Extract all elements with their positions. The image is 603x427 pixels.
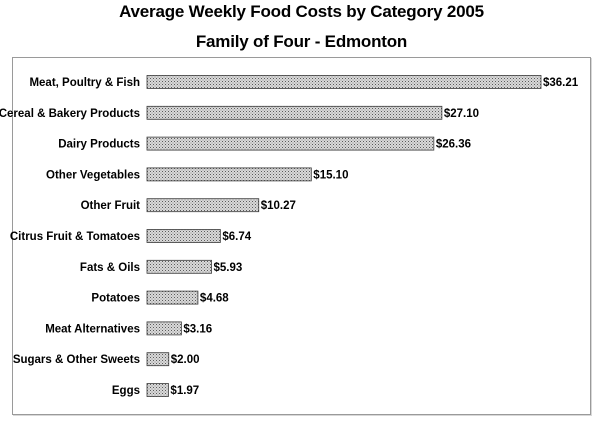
chart-subtitle: Family of Four - Edmonton <box>195 32 408 51</box>
bar <box>146 290 199 305</box>
value-label: $4.68 <box>200 293 229 305</box>
bar <box>146 136 435 151</box>
bar <box>146 352 170 367</box>
category-label: Sugars & Other Sweets <box>13 354 140 366</box>
bar <box>146 229 221 243</box>
value-label: $36.21 <box>543 77 579 89</box>
value-label: $26.36 <box>436 139 471 151</box>
bar <box>146 167 312 182</box>
bar <box>146 75 542 89</box>
value-label: $5.93 <box>214 262 243 274</box>
category-label: Dairy Products <box>58 139 140 151</box>
bars-group: Meat, Poultry & Fish $36.21 Cereal & Baker… <box>0 75 579 397</box>
category-label: Meat, Poultry & Fish <box>29 77 140 89</box>
category-label: Fats & Oils <box>80 262 140 274</box>
category-label: Other Vegetables <box>46 169 140 181</box>
category-label: Cereal & Bakery Products <box>0 108 140 120</box>
category-label: Meat Alternatives <box>45 323 140 335</box>
value-label: $27.10 <box>444 108 479 120</box>
category-label: Eggs <box>112 385 140 397</box>
category-label: Citrus Fruit & Tomatoes <box>10 231 140 243</box>
value-label: $6.74 <box>222 231 251 243</box>
value-label: $3.16 <box>183 323 212 335</box>
bar <box>146 383 169 397</box>
value-label: $10.27 <box>261 200 296 212</box>
value-label: $15.10 <box>313 169 348 181</box>
chart-title: Average Weekly Food Costs by Category 20… <box>119 2 484 21</box>
bar <box>146 105 443 120</box>
bar <box>146 259 212 274</box>
plot-frame <box>12 57 591 415</box>
bar <box>146 198 260 213</box>
category-label: Other Fruit <box>81 200 141 212</box>
value-label: $2.00 <box>171 354 200 366</box>
bar <box>146 321 182 336</box>
value-label: $1.97 <box>170 385 199 397</box>
category-label: Potatoes <box>91 293 140 305</box>
